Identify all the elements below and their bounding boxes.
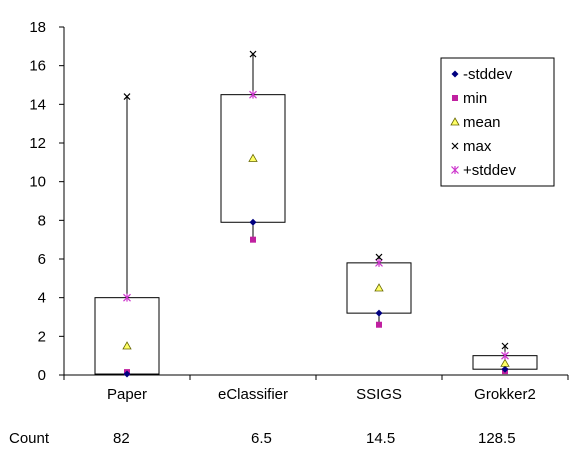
legend-marker xyxy=(451,142,459,150)
legend-marker xyxy=(452,95,458,101)
minus-stddev-point xyxy=(375,309,383,317)
max-point xyxy=(501,342,509,350)
y-tick-label: 18 xyxy=(29,19,46,36)
mean-point xyxy=(500,358,510,367)
legend-box xyxy=(440,57,555,187)
legend-marker xyxy=(450,117,460,126)
y-tick-label: 0 xyxy=(38,367,46,384)
plus-stddev-point xyxy=(375,258,383,267)
count-value-paper: 82 xyxy=(113,430,130,447)
legend-label: +stddev xyxy=(463,162,516,179)
plus-stddev-point xyxy=(123,293,131,302)
legend-label: mean xyxy=(463,114,501,131)
category-label: SSIGS xyxy=(356,386,402,403)
y-tick-label: 12 xyxy=(29,135,46,152)
max-point xyxy=(375,253,383,261)
max-point xyxy=(249,50,257,58)
legend-marker xyxy=(451,166,459,174)
max-point xyxy=(123,93,131,101)
count-value-ssigs: 14.5 xyxy=(366,430,396,447)
category-label: Grokker2 xyxy=(474,386,536,403)
mean-point xyxy=(374,283,384,292)
category-label: Paper xyxy=(107,386,147,403)
legend-marker xyxy=(451,70,459,78)
y-tick-label: 6 xyxy=(38,251,46,268)
min-point xyxy=(376,321,382,328)
y-tick-label: 14 xyxy=(29,96,46,113)
mean-point xyxy=(248,153,258,162)
y-tick-label: 16 xyxy=(29,58,46,75)
count-label: Count xyxy=(9,430,50,447)
plus-stddev-point xyxy=(249,90,257,99)
minus-stddev-point xyxy=(501,365,509,373)
plus-stddev-point xyxy=(501,351,509,360)
legend-label: min xyxy=(463,90,487,107)
minus-stddev-point xyxy=(249,218,257,226)
legend-label: max xyxy=(463,138,492,155)
count-row: Count 82 6.5 14.5 128.5 xyxy=(0,430,573,454)
min-point xyxy=(250,236,256,243)
legend-label: -stddev xyxy=(463,66,513,83)
y-tick-label: 10 xyxy=(29,174,46,191)
y-tick-label: 4 xyxy=(38,290,46,307)
y-tick-label: 2 xyxy=(38,328,46,345)
mean-point xyxy=(122,341,132,350)
box-chart: 0 2 4 6 8 10 12 14 16 18 Paper eClassifier SSIGS Grok… xyxy=(29,19,569,403)
count-value-grokker2: 128.5 xyxy=(478,430,516,447)
box xyxy=(94,297,160,375)
category-label: eClassifier xyxy=(218,386,288,403)
minus-stddev-point xyxy=(123,370,131,378)
count-value-eclassifier: 6.5 xyxy=(251,430,272,447)
y-tick-label: 8 xyxy=(38,212,46,229)
